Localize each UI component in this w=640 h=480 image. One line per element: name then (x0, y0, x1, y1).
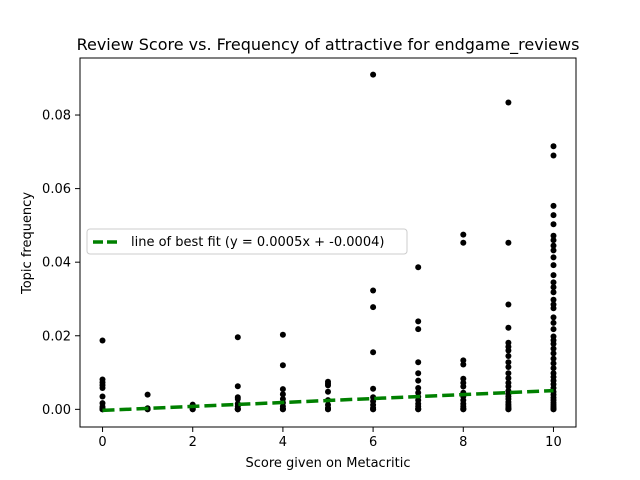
x-tick-label: 10 (545, 435, 562, 450)
data-point (460, 239, 467, 246)
fit-line (102, 388, 554, 413)
data-point (550, 314, 557, 321)
data-point (550, 326, 557, 333)
data-point (550, 296, 557, 303)
y-tick-label: 0.08 (42, 109, 71, 124)
data-point (415, 326, 422, 333)
data-point (460, 231, 467, 238)
data-point (279, 386, 286, 393)
data-point (279, 331, 286, 338)
data-point (505, 324, 512, 331)
data-point (415, 370, 422, 377)
data-point (325, 382, 331, 389)
data-point (415, 264, 422, 271)
data-point (415, 318, 422, 325)
data-point (325, 406, 331, 413)
data-point (550, 279, 557, 286)
data-point (370, 71, 377, 78)
y-tick-label: 0.06 (42, 182, 71, 197)
data-point (550, 242, 557, 249)
data-point (550, 143, 557, 150)
data-point (370, 385, 377, 392)
data-point (550, 305, 557, 312)
data-point (550, 284, 557, 291)
legend-box (86, 228, 408, 255)
data-point (505, 347, 512, 354)
data-point (279, 391, 286, 398)
data-point (144, 391, 151, 398)
data-point (415, 406, 422, 413)
data-point (550, 232, 557, 239)
data-point (505, 375, 512, 382)
x-tick-label: 8 (459, 435, 467, 450)
data-point (279, 362, 286, 369)
chart-title: Review Score vs. Frequency of attractive… (77, 35, 580, 55)
x-axis-title: Score given on Metacritic (245, 456, 410, 471)
data-point (460, 357, 467, 364)
x-tick-label: 4 (279, 435, 287, 450)
data-point (460, 361, 467, 368)
data-point (550, 360, 557, 367)
data-point (550, 262, 557, 269)
data-point (550, 247, 557, 254)
x-axis: 0 2 4 6 8 10 (98, 427, 562, 450)
legend: line of best fit (y = 0.0005x + -0.0004) (86, 228, 408, 255)
data-point (279, 406, 286, 413)
x-tick-label: 0 (98, 435, 106, 450)
data-point (325, 388, 331, 395)
y-axis-title: Topic frequency (20, 192, 35, 295)
data-point (234, 334, 241, 341)
data-point (550, 406, 557, 413)
y-axis: 0.00 0.02 0.04 0.06 0.08 (42, 109, 80, 418)
data-point (505, 353, 512, 359)
data-point (370, 287, 377, 294)
data-point (505, 359, 512, 366)
data-point (550, 221, 557, 228)
data-point (550, 254, 557, 261)
data-point (505, 370, 512, 377)
data-point (505, 383, 512, 390)
data-point (460, 406, 467, 413)
data-point (415, 377, 422, 384)
data-point (550, 345, 557, 352)
data-point (550, 237, 557, 244)
y-tick-label: 0.04 (42, 256, 71, 271)
data-point (550, 212, 557, 219)
data-point (505, 239, 512, 246)
data-point (550, 350, 557, 357)
data-point (370, 304, 377, 311)
data-point (550, 202, 557, 209)
plot-frame (79, 57, 577, 428)
data-point (370, 406, 377, 413)
data-point (370, 349, 377, 356)
data-point (460, 375, 467, 382)
legend-fit-line-label: line of best fit (y = 0.0005x + -0.0004) (131, 235, 384, 250)
data-point (550, 355, 557, 362)
data-point (550, 152, 557, 159)
data-point (550, 340, 557, 347)
data-point (505, 99, 512, 106)
data-point (234, 383, 241, 390)
data-point (415, 385, 422, 391)
data-point (99, 393, 106, 400)
data-point (505, 301, 512, 308)
data-point (505, 406, 512, 413)
data-point (550, 289, 557, 296)
data-point (550, 319, 557, 326)
fit-line-layer (102, 388, 554, 413)
data-point (505, 364, 512, 370)
x-tick-label: 2 (189, 435, 197, 450)
data-point (99, 385, 106, 391)
x-tick-label: 6 (369, 435, 377, 450)
data-point (99, 337, 106, 344)
y-tick-label: 0.02 (42, 329, 71, 344)
data-point (234, 396, 241, 402)
data-point (460, 383, 467, 390)
data-point (550, 365, 557, 372)
data-point (550, 272, 557, 279)
data-point (415, 359, 422, 366)
y-tick-label: 0.00 (42, 403, 71, 418)
data-point (234, 406, 241, 413)
